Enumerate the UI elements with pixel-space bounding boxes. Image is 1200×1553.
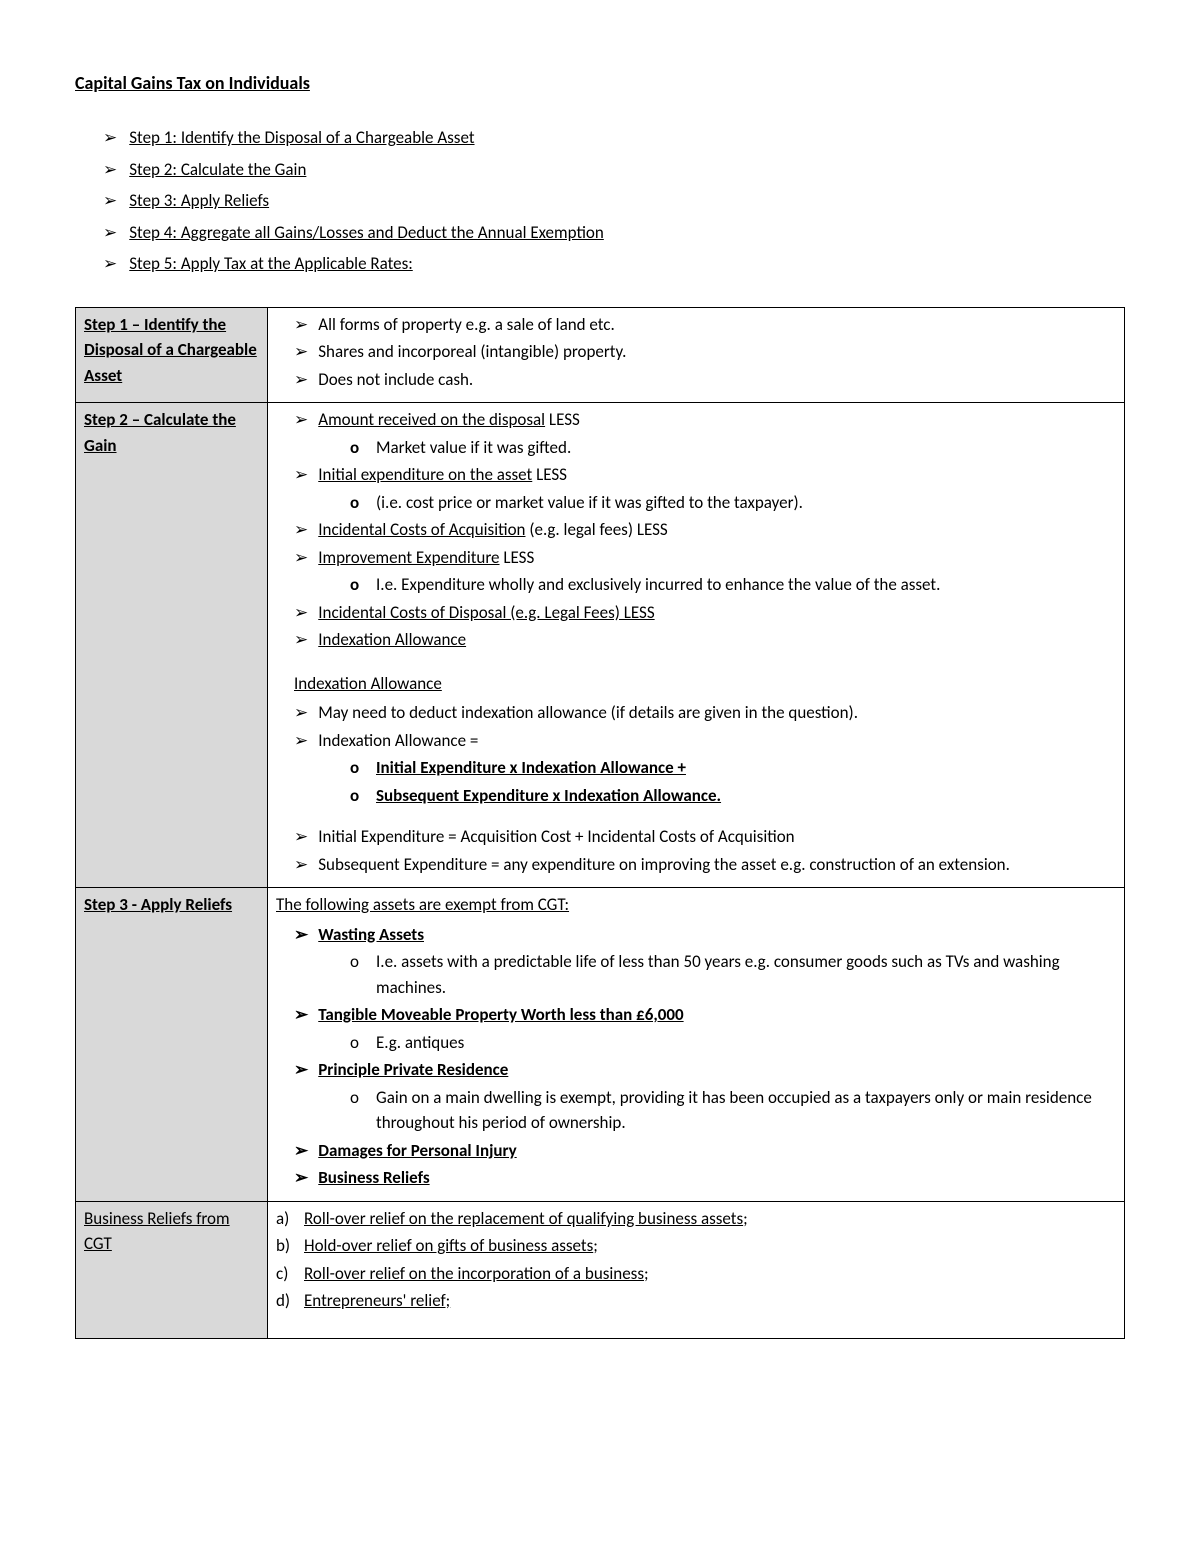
table-row: Step 3 - Apply Reliefs The following ass… [76,888,1125,1202]
sub-text: E.g. antiques [376,1030,464,1056]
circle-icon: o [350,490,364,516]
circle-icon: o [350,1085,364,1111]
row-content: a)Roll-over relief on the replacement of… [268,1201,1125,1338]
arrow-icon: ➢ [103,157,117,183]
list-text: Roll-over relief on the replacement of q… [304,1206,748,1232]
list-text: Does not include cash. [318,367,473,393]
arrow-icon: ➢ [103,125,117,151]
list-text: Improvement Expenditure LESS [318,545,534,571]
step-item: ➢ Step 3: Apply Reliefs [103,188,1125,214]
step-item: ➢ Step 5: Apply Tax at the Applicable Rat… [103,251,1125,277]
list-text: Wasting Assets [318,922,424,948]
list-text: May need to deduct indexation allowance … [318,700,858,726]
arrow-icon: ➢ [294,339,308,365]
arrow-icon: ➢ [294,600,308,626]
row-content: The following assets are exempt from CGT… [268,888,1125,1202]
list-text: Shares and incorporeal (intangible) prop… [318,339,626,365]
table-row: Step 1 – Identify the Disposal of a Char… [76,307,1125,403]
section-heading: Indexation Allowance [294,671,1116,697]
list-text: Incidental Costs of Disposal (e.g. Legal… [318,600,654,626]
list-text: Initial expenditure on the asset LESS [318,462,567,488]
arrow-icon: ➢ [294,852,308,878]
list-text: Subsequent Expenditure = any expenditure… [318,852,1010,878]
table-row: Step 2 – Calculate the Gain ➢ Amount rece… [76,403,1125,888]
circle-icon: o [350,435,364,461]
row-content: ➢Amount received on the disposal LESS oM… [268,403,1125,888]
arrow-icon: ➢ [294,312,308,338]
step-text: Step 5: Apply Tax at the Applicable Rate… [129,251,413,277]
arrow-icon: ➢ [294,407,308,433]
list-text: Hold-over relief on gifts of business as… [304,1233,598,1259]
list-text: Incidental Costs of Acquisition (e.g. le… [318,517,667,543]
step-text: Step 4: Aggregate all Gains/Losses and D… [129,220,604,246]
arrow-icon: ➢ [294,1138,308,1164]
arrow-icon: ➢ [103,188,117,214]
circle-icon: o [350,949,364,975]
list-text: All forms of property e.g. a sale of lan… [318,312,615,338]
sub-text: I.e. assets with a predictable life of l… [376,949,1116,1000]
list-text: Roll-over relief on the incorporation of… [304,1261,649,1287]
arrow-icon: ➢ [294,1002,308,1028]
circle-icon: o [350,1030,364,1056]
arrow-icon: ➢ [294,545,308,571]
list-text: Indexation Allowance = [318,728,478,754]
row-label: Step 3 - Apply Reliefs [76,888,268,1202]
list-text: Amount received on the disposal LESS [318,407,580,433]
sub-text: Subsequent Expenditure x Indexation Allo… [376,783,721,809]
list-text: Indexation Allowance [318,627,466,653]
table-row: Business Reliefs from CGT a)Roll-over re… [76,1201,1125,1338]
arrow-icon: ➢ [294,922,308,948]
step-item: ➢ Step 1: Identify the Disposal of a Char… [103,125,1125,151]
circle-icon: o [350,783,364,809]
list-text: Business Reliefs [318,1165,429,1191]
step-text: Step 1: Identify the Disposal of a Charg… [129,125,474,151]
arrow-icon: ➢ [103,251,117,277]
list-text: Initial Expenditure = Acquisition Cost +… [318,824,794,850]
letter-marker: c) [276,1261,304,1287]
sub-text: (i.e. cost price or market value if it w… [376,490,803,516]
page-title: Capital Gains Tax on Individuals [75,70,1125,97]
list-text: Tangible Moveable Property Worth less th… [318,1002,683,1028]
steps-list: ➢ Step 1: Identify the Disposal of a Char… [103,125,1125,277]
row-label: Business Reliefs from CGT [76,1201,268,1338]
step-item: ➢ Step 4: Aggregate all Gains/Losses and … [103,220,1125,246]
sub-text: Gain on a main dwelling is exempt, provi… [376,1085,1116,1136]
arrow-icon: ➢ [294,517,308,543]
letter-marker: b) [276,1233,304,1259]
sub-text: I.e. Expenditure wholly and exclusively … [376,572,940,598]
arrow-icon: ➢ [294,462,308,488]
step-item: ➢ Step 2: Calculate the Gain [103,157,1125,183]
step-text: Step 3: Apply Reliefs [129,188,269,214]
main-table: Step 1 – Identify the Disposal of a Char… [75,307,1125,1339]
list-text: Damages for Personal Injury [318,1138,516,1164]
row-label: Step 1 – Identify the Disposal of a Char… [76,307,268,403]
arrow-icon: ➢ [294,728,308,754]
letter-marker: d) [276,1288,304,1314]
arrow-icon: ➢ [294,1057,308,1083]
circle-icon: o [350,755,364,781]
intro-text: The following assets are exempt from CGT… [276,892,1116,918]
arrow-icon: ➢ [294,627,308,653]
arrow-icon: ➢ [103,220,117,246]
arrow-icon: ➢ [294,367,308,393]
arrow-icon: ➢ [294,1165,308,1191]
step-text: Step 2: Calculate the Gain [129,157,306,183]
arrow-icon: ➢ [294,824,308,850]
row-content: ➢ All forms of property e.g. a sale of la… [268,307,1125,403]
letter-marker: a) [276,1206,304,1232]
arrow-icon: ➢ [294,700,308,726]
list-text: Principle Private Residence [318,1057,508,1083]
row-label: Step 2 – Calculate the Gain [76,403,268,888]
sub-text: Initial Expenditure x Indexation Allowan… [376,755,686,781]
sub-text: Market value if it was gifted. [376,435,571,461]
circle-icon: o [350,572,364,598]
list-text: Entrepreneurs' relief; [304,1288,450,1314]
